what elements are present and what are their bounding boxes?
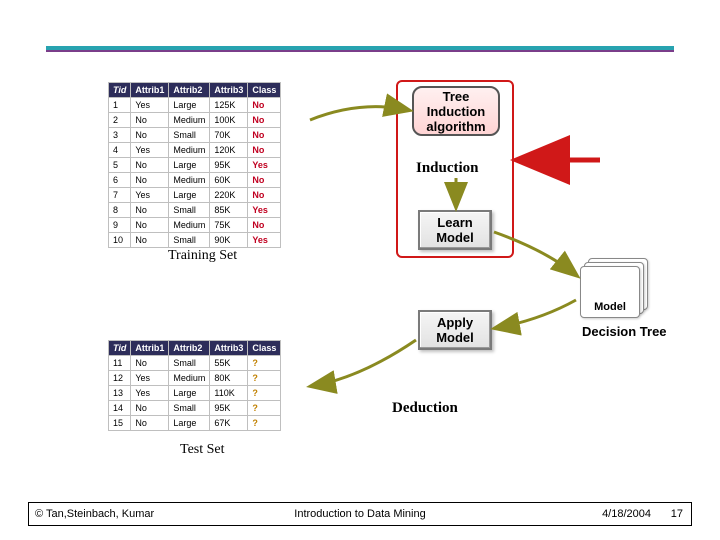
footer: © Tan,Steinbach, Kumar Introduction to D… [28,502,692,526]
footer-center: Introduction to Data Mining [294,508,425,520]
footer-page: 17 [671,508,683,520]
footer-left: © Tan,Steinbach, Kumar [35,508,154,520]
flow-arrows [0,0,720,540]
footer-right: 4/18/2004 [602,508,651,520]
